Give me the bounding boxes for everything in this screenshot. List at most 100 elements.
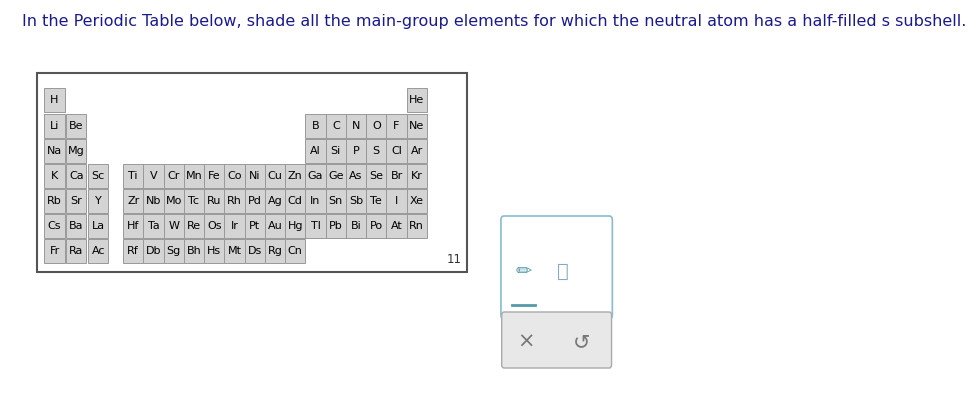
- Text: Cs: Cs: [47, 221, 61, 231]
- Bar: [326, 139, 346, 163]
- Text: Al: Al: [310, 146, 321, 156]
- Text: H: H: [50, 95, 59, 105]
- Bar: [244, 214, 265, 238]
- Text: Ta: Ta: [147, 221, 159, 231]
- Text: Po: Po: [369, 221, 383, 231]
- Bar: [164, 189, 184, 213]
- Text: Ba: Ba: [69, 221, 83, 231]
- Bar: [164, 239, 184, 263]
- Text: Hg: Hg: [287, 221, 302, 231]
- Bar: [143, 164, 164, 188]
- Bar: [143, 189, 164, 213]
- Text: Rn: Rn: [409, 221, 423, 231]
- Bar: [386, 139, 406, 163]
- Text: Xe: Xe: [409, 196, 423, 206]
- Text: Re: Re: [187, 221, 201, 231]
- Bar: [37, 73, 467, 272]
- Text: Sg: Sg: [167, 246, 180, 256]
- Text: I: I: [394, 196, 397, 206]
- Text: C: C: [331, 121, 339, 131]
- Text: Na: Na: [47, 146, 62, 156]
- Text: Se: Se: [369, 171, 383, 181]
- Bar: [346, 214, 365, 238]
- Text: V: V: [149, 171, 157, 181]
- Text: Pt: Pt: [249, 221, 260, 231]
- Bar: [326, 189, 346, 213]
- Text: Cu: Cu: [267, 171, 282, 181]
- Bar: [66, 139, 86, 163]
- Bar: [143, 214, 164, 238]
- Text: Rf: Rf: [127, 246, 139, 256]
- Bar: [164, 214, 184, 238]
- Bar: [346, 139, 365, 163]
- Bar: [203, 214, 224, 238]
- Bar: [406, 214, 426, 238]
- Text: Ir: Ir: [231, 221, 238, 231]
- Bar: [346, 114, 365, 138]
- Text: Os: Os: [206, 221, 221, 231]
- Bar: [386, 114, 406, 138]
- Text: Cl: Cl: [391, 146, 401, 156]
- Bar: [123, 164, 143, 188]
- Bar: [203, 189, 224, 213]
- FancyBboxPatch shape: [500, 216, 611, 319]
- FancyBboxPatch shape: [501, 312, 610, 368]
- Bar: [88, 214, 109, 238]
- Text: Ru: Ru: [206, 196, 221, 206]
- Text: Pb: Pb: [328, 221, 342, 231]
- Text: ↺: ↺: [573, 332, 590, 352]
- Text: He: He: [409, 95, 424, 105]
- Bar: [285, 164, 305, 188]
- Text: Tl: Tl: [310, 221, 320, 231]
- Bar: [305, 114, 326, 138]
- Bar: [123, 239, 143, 263]
- Text: ×: ×: [516, 332, 534, 352]
- Text: At: At: [391, 221, 402, 231]
- Text: Cn: Cn: [288, 246, 302, 256]
- Text: Tc: Tc: [188, 196, 200, 206]
- Bar: [45, 189, 65, 213]
- Text: Zn: Zn: [288, 171, 302, 181]
- Text: Ar: Ar: [410, 146, 422, 156]
- Bar: [406, 189, 426, 213]
- Text: Ag: Ag: [267, 196, 282, 206]
- Text: B: B: [311, 121, 319, 131]
- Bar: [365, 164, 386, 188]
- Bar: [305, 189, 326, 213]
- Text: F: F: [393, 121, 399, 131]
- Text: Be: Be: [69, 121, 83, 131]
- Text: Kr: Kr: [411, 171, 422, 181]
- Text: ✏: ✏: [515, 262, 531, 281]
- Bar: [265, 164, 285, 188]
- Text: Y: Y: [95, 196, 102, 206]
- Bar: [244, 189, 265, 213]
- Text: Bi: Bi: [350, 221, 361, 231]
- Bar: [203, 164, 224, 188]
- Bar: [365, 214, 386, 238]
- Text: Hs: Hs: [207, 246, 221, 256]
- Text: S: S: [372, 146, 380, 156]
- Text: Mt: Mt: [228, 246, 241, 256]
- Bar: [45, 164, 65, 188]
- Bar: [285, 214, 305, 238]
- Bar: [305, 164, 326, 188]
- Bar: [45, 139, 65, 163]
- Text: Br: Br: [390, 171, 402, 181]
- Bar: [406, 164, 426, 188]
- Bar: [285, 239, 305, 263]
- Text: Mn: Mn: [185, 171, 203, 181]
- Text: Te: Te: [370, 196, 382, 206]
- Text: Nb: Nb: [145, 196, 161, 206]
- Text: Mg: Mg: [68, 146, 84, 156]
- Bar: [45, 239, 65, 263]
- Bar: [184, 189, 203, 213]
- Bar: [123, 189, 143, 213]
- Text: Ti: Ti: [128, 171, 138, 181]
- Text: ⬜: ⬜: [556, 262, 568, 281]
- Text: La: La: [91, 221, 105, 231]
- Bar: [346, 164, 365, 188]
- Text: Db: Db: [145, 246, 161, 256]
- Bar: [123, 214, 143, 238]
- Bar: [224, 239, 244, 263]
- Text: Hf: Hf: [127, 221, 140, 231]
